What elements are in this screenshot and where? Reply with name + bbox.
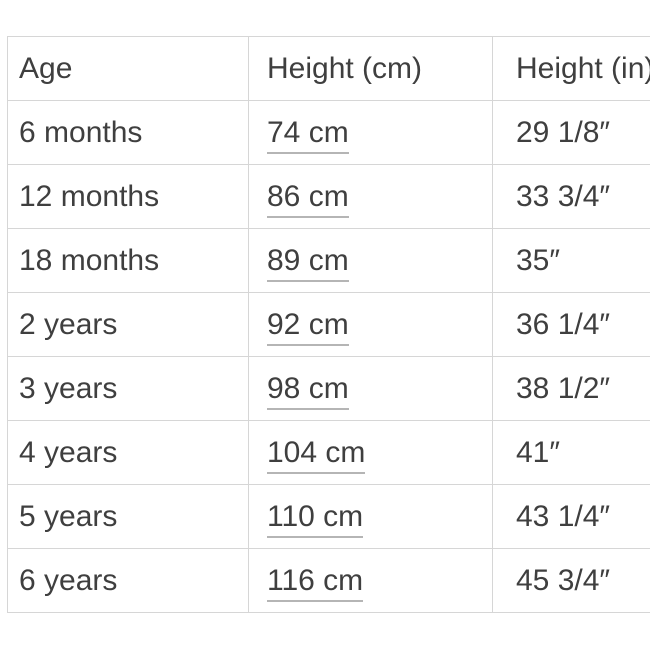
age-cell: 6 years xyxy=(7,548,249,613)
age-cell: 3 years xyxy=(7,356,249,421)
height-in-cell: 38 1/2″ xyxy=(492,356,650,421)
height-in-cell: 36 1/4″ xyxy=(492,292,650,357)
column-header-height-cm: Height (cm) xyxy=(248,36,493,101)
height-cm-link[interactable]: 74 cm xyxy=(267,115,349,154)
height-cm-link[interactable]: 89 cm xyxy=(267,243,349,282)
table-row: 5 years 110 cm 43 1/4″ xyxy=(7,484,650,549)
column-header-height-in: Height (in) xyxy=(492,36,650,101)
height-in-cell: 41″ xyxy=(492,420,650,485)
height-in-cell: 43 1/4″ xyxy=(492,484,650,549)
height-cm-link[interactable]: 92 cm xyxy=(267,307,349,346)
age-cell: 4 years xyxy=(7,420,249,485)
table-row: 2 years 92 cm 36 1/4″ xyxy=(7,292,650,357)
table-row: 18 months 89 cm 35″ xyxy=(7,228,650,293)
age-cell: 6 months xyxy=(7,100,249,165)
height-size-chart-table: Age Height (cm) Height (in) 6 months 74 … xyxy=(7,36,650,613)
table-row: 3 years 98 cm 38 1/2″ xyxy=(7,356,650,421)
age-cell: 2 years xyxy=(7,292,249,357)
height-cm-cell: 104 cm xyxy=(248,420,493,485)
height-cm-link[interactable]: 98 cm xyxy=(267,371,349,410)
height-cm-cell: 116 cm xyxy=(248,548,493,613)
age-cell: 5 years xyxy=(7,484,249,549)
age-cell: 18 months xyxy=(7,228,249,293)
height-cm-link[interactable]: 104 cm xyxy=(267,435,366,474)
height-cm-cell: 92 cm xyxy=(248,292,493,357)
height-cm-link[interactable]: 116 cm xyxy=(267,563,364,602)
column-header-age: Age xyxy=(7,36,249,101)
height-cm-link[interactable]: 110 cm xyxy=(267,499,364,538)
height-in-cell: 29 1/8″ xyxy=(492,100,650,165)
height-cm-cell: 86 cm xyxy=(248,164,493,229)
height-cm-link[interactable]: 86 cm xyxy=(267,179,349,218)
table-row: 4 years 104 cm 41″ xyxy=(7,420,650,485)
header-row: Age Height (cm) Height (in) xyxy=(7,36,650,101)
height-cm-cell: 89 cm xyxy=(248,228,493,293)
height-in-cell: 35″ xyxy=(492,228,650,293)
height-cm-cell: 110 cm xyxy=(248,484,493,549)
height-in-cell: 33 3/4″ xyxy=(492,164,650,229)
age-cell: 12 months xyxy=(7,164,249,229)
height-in-cell: 45 3/4″ xyxy=(492,548,650,613)
table-row: 6 years 116 cm 45 3/4″ xyxy=(7,548,650,613)
height-cm-cell: 98 cm xyxy=(248,356,493,421)
height-cm-cell: 74 cm xyxy=(248,100,493,165)
table-row: 12 months 86 cm 33 3/4″ xyxy=(7,164,650,229)
table-row: 6 months 74 cm 29 1/8″ xyxy=(7,100,650,165)
